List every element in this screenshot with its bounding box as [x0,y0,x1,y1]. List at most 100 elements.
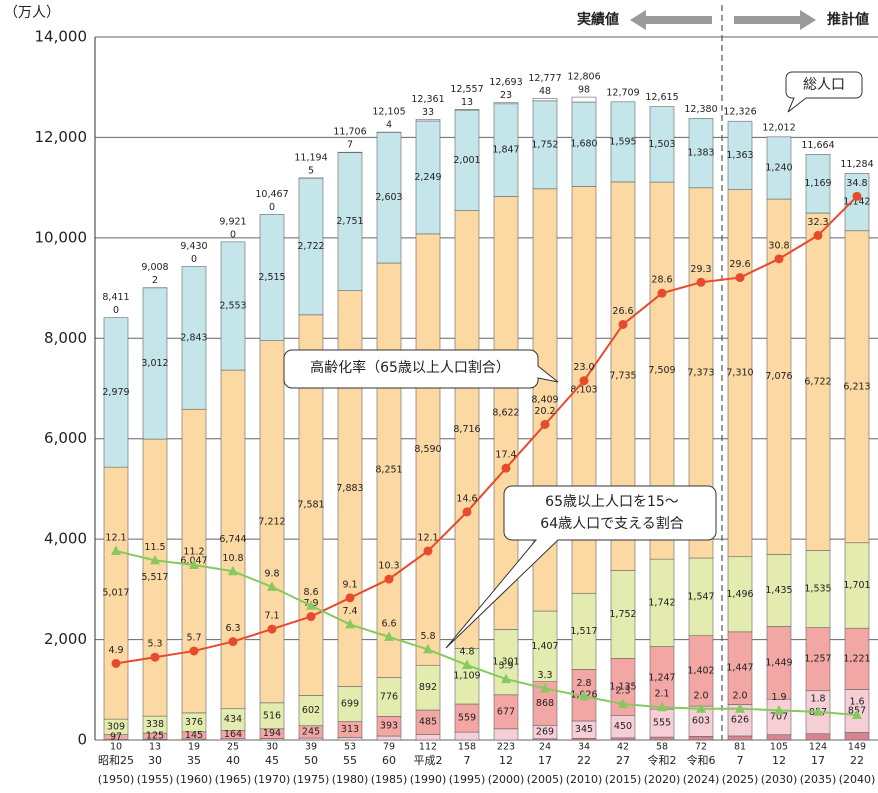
line-value-label: 1.6 [849,697,864,708]
line-value-label: 29.6 [729,259,750,270]
bar-segment [376,132,402,264]
bar-segment [844,627,870,690]
bar-value-label: 145 [185,730,203,741]
bar-value-label: 2,001 [453,155,480,166]
bar-value-label: 13 [149,742,161,753]
x-tick-label: (1975) [293,773,330,786]
bar-value-label: 1,752 [531,139,558,150]
line-marker [150,554,160,565]
callout-total-text: 総人口 [803,77,845,93]
bar-segment [649,106,675,183]
line-marker [111,658,121,668]
bar-segment [727,556,753,633]
bar-value-label: 2,751 [336,216,363,227]
bar-value-label: 0 [269,202,275,213]
arrow-right [734,10,816,30]
line-marker [774,704,784,715]
bar-value-label: 8,251 [375,465,402,476]
bar-value-label: 1,517 [570,626,597,637]
bar-value-label: 8,590 [414,444,441,455]
bar-segment [649,708,675,738]
bar-value-label: 5,517 [141,572,168,583]
bar-value-label: 450 [614,721,632,732]
bar-segment [532,98,558,102]
line-series [115,549,858,717]
callout-total [785,71,863,113]
x-tick-label: (2040) [839,773,876,786]
bar-segment [298,177,324,316]
y-tick-label: 8,000 [44,329,87,347]
line-value-label: 7.1 [264,611,279,622]
bar-value-label: 33 [422,107,434,118]
y-tick-label: 0 [77,731,87,749]
line-value-label: 32.3 [807,217,828,228]
line-value-label: 12.1 [417,532,438,543]
total-label: 12,361 [411,94,444,105]
bar-value-label: 24 [539,742,551,753]
bar-segment [493,629,519,696]
y-tick-label: 12,000 [35,128,88,146]
x-tick-label: 12 [772,754,786,767]
bar-value-label: 7,373 [687,367,714,378]
bar-value-label: 8,409 [531,394,558,405]
x-tick-label: 22 [577,754,591,767]
line-value-label: 6.6 [381,618,396,629]
bar-value-label: 1,595 [609,136,636,147]
y-tick-label: 4,000 [44,530,87,548]
bar-segment [727,735,753,741]
bar-value-label: 10 [110,742,122,753]
bar-value-label: 1,240 [765,162,792,173]
bar-segment [493,103,519,197]
line-marker [267,624,277,634]
bar-segment [610,101,636,183]
line-marker [657,701,667,712]
x-tick-label: 平成2 [414,754,443,767]
bar-value-label: 1,257 [804,654,831,665]
bar-value-label: 313 [341,724,359,735]
line-marker [540,682,550,693]
bar-value-label: 8,622 [492,408,519,419]
bar-segment [766,626,792,700]
bar-value-label: 0 [230,229,236,240]
line-marker [228,637,238,647]
line-marker [189,646,199,656]
bar-segment [571,96,597,103]
bar-segment [454,648,480,705]
bar-value-label: 13 [461,97,473,108]
arrow-left [630,10,712,30]
bar-value-label: 2 [152,275,158,286]
total-label: 12,777 [528,73,561,84]
callout-support-text: 64歳人口で支える割合 [540,515,683,532]
bar-segment [142,438,168,717]
bar-value-label: 393 [380,721,398,732]
bar-value-label: 6,722 [804,376,831,387]
line-value-label: 7.4 [342,606,357,617]
bar-value-label: 2,249 [414,172,441,183]
x-tick-label: (1995) [449,773,486,786]
x-tick-label: 60 [382,754,396,767]
total-label: 12,326 [723,107,756,118]
callout-support [445,485,717,649]
line-marker [735,273,745,283]
total-label: 11,194 [294,152,327,163]
line-marker [384,574,394,584]
bar-value-label: 7 [347,140,353,151]
line-value-label: 14.6 [456,493,477,504]
bar-value-label: 376 [185,717,203,728]
bar-value-label: 603 [692,716,710,727]
bar-segment [493,728,519,741]
bar-value-label: 7,883 [336,483,363,494]
bar-value-label: 868 [536,698,554,709]
line-series [115,195,858,665]
bar-segment [844,173,870,232]
x-tick-label: (2024) [683,773,720,786]
x-tick-label: (1955) [137,773,174,786]
bar-value-label: 1,363 [726,150,753,161]
bar-value-label: 1,447 [726,663,753,674]
bar-value-label: 5 [308,165,314,176]
line-value-label: 29.3 [690,264,711,275]
line-marker [813,706,823,716]
bar-value-label: 1,449 [765,657,792,668]
line-marker [618,319,628,329]
